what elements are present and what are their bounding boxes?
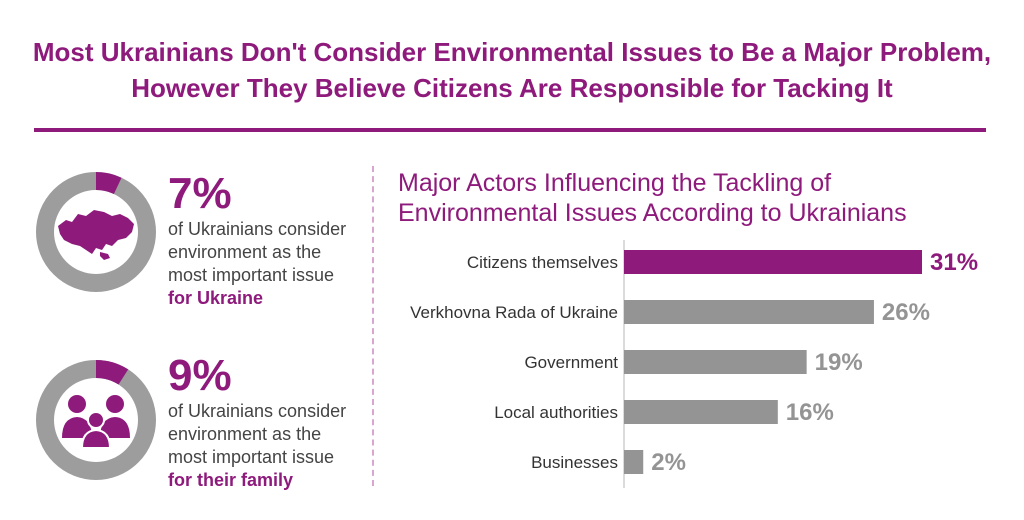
bar (624, 300, 874, 324)
value-label: 16% (786, 399, 834, 426)
category-label: Citizens themselves (467, 253, 618, 272)
value-label: 19% (815, 349, 863, 376)
stat-description: of Ukrainians consider environment as th… (168, 218, 346, 310)
stat-line: environment as the (168, 424, 322, 444)
stat-percent: 7% (168, 169, 232, 218)
value-label: 26% (882, 299, 930, 326)
ukraine-map-icon (58, 210, 134, 260)
stat-emphasis: for their family (168, 470, 294, 490)
ukraine-donut (36, 172, 156, 292)
chart-title-line2: Environmental Issues According to Ukrain… (398, 199, 907, 227)
value-label: 31% (930, 249, 978, 276)
stat-percent: 9% (168, 351, 232, 400)
chart-title-line1: Major Actors Influencing the Tackling of (398, 169, 832, 197)
donut-share-arc (36, 360, 156, 480)
chart-title: Major Actors Influencing the Tackling of… (398, 168, 998, 228)
stat-description: of Ukrainians consider environment as th… (168, 400, 346, 492)
donut-share-arc (36, 172, 156, 292)
stat-line: of Ukrainians consider (168, 219, 347, 239)
category-label: Government (524, 353, 618, 372)
value-label: 2% (651, 449, 686, 476)
bar (624, 400, 778, 424)
category-label: Verkhovna Rada of Ukraine (410, 303, 618, 322)
category-label: Local authorities (494, 403, 618, 422)
bar (624, 450, 644, 474)
actors-bar-chart: Citizens themselves 31% Verkhovna Rada of … (410, 240, 978, 488)
category-label: Businesses (531, 453, 618, 472)
family-donut (36, 360, 156, 480)
stat-emphasis: for Ukraine (168, 288, 264, 308)
family-icon (62, 395, 130, 449)
stat-line: environment as the (168, 242, 322, 262)
page-title: Most Ukrainians Don't Consider Environme… (0, 34, 1024, 106)
stat-line: most important issue (168, 447, 335, 467)
stat-line: of Ukrainians consider (168, 401, 347, 421)
bar (624, 250, 922, 274)
title-divider (34, 128, 986, 132)
section-divider (372, 166, 374, 486)
stat-line: most important issue (168, 265, 335, 285)
page-title-line2: However They Believe Citizens Are Respon… (131, 73, 893, 103)
bar (624, 350, 807, 374)
page-title-line1: Most Ukrainians Don't Consider Environme… (32, 37, 992, 67)
